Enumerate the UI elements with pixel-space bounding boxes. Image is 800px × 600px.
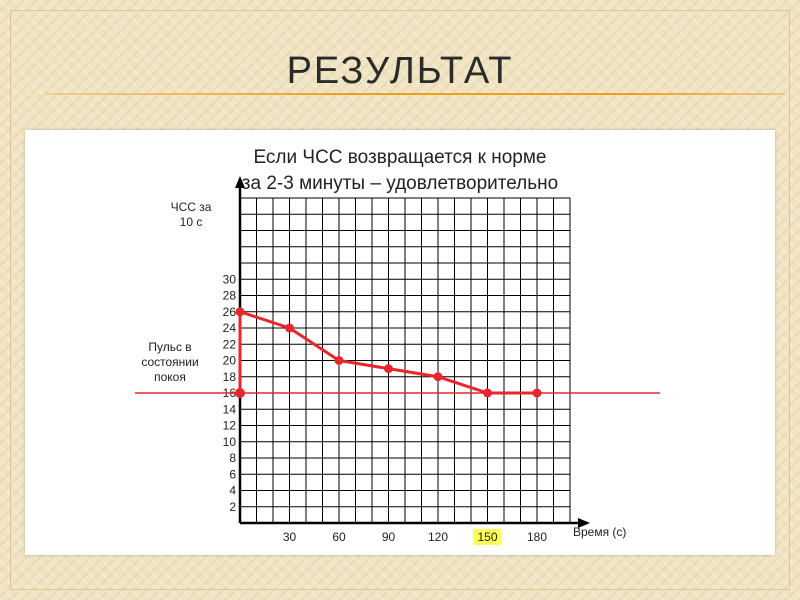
y-tick-label: 22 [223, 337, 237, 351]
data-point [285, 323, 294, 333]
data-point [334, 356, 344, 365]
y-tick-label: 26 [223, 305, 237, 319]
slide-title: РЕЗУЛЬТАТ [286, 50, 514, 92]
y-tick-label: 6 [229, 467, 236, 481]
chart-title-line-1: Если ЧСС возвращается к норме [253, 147, 547, 168]
reference-line-label: Пульс в состоянии покоя [141, 340, 199, 384]
x-tick-label: 30 [283, 530, 297, 544]
y-tick-label: 28 [223, 289, 237, 303]
y-tick-label: 4 [229, 484, 236, 498]
x-axis-arrow-icon [578, 518, 590, 528]
y-tick-label: 12 [223, 419, 237, 433]
x-tick-label: 90 [382, 530, 396, 544]
y-axis-label: ЧСС за 10 с [170, 200, 212, 229]
slide-frame [10, 10, 790, 590]
x-tick-label: 60 [332, 530, 346, 544]
y-tick-label: 14 [223, 402, 237, 416]
data-point [235, 307, 245, 317]
chart-title-line-2: за 2-3 минуты – удовлетворительно [241, 173, 559, 194]
y-tick-label: 10 [223, 435, 237, 449]
title-underline [45, 93, 785, 95]
x-axis-label: Время (с) [573, 525, 627, 539]
data-point [483, 388, 492, 398]
y-tick-label: 18 [223, 370, 237, 384]
y-axis-arrow-icon [235, 176, 245, 188]
y-tick-label: 8 [229, 451, 236, 465]
data-point [433, 372, 443, 382]
x-tick-label: 180 [527, 530, 547, 544]
y-tick-label: 30 [223, 272, 237, 286]
x-tick-label: 120 [428, 530, 448, 544]
y-tick-label: 2 [229, 500, 236, 514]
data-point [384, 364, 393, 374]
chart-panel: Если ЧСС возвращается к норме за 2-3 мин… [25, 130, 775, 555]
reference-point-on-axis [235, 388, 245, 398]
highlighted-tick-background [473, 529, 502, 545]
y-tick-label: 24 [223, 321, 237, 335]
x-tick-label: 150 [477, 530, 497, 544]
y-tick-label: 20 [223, 354, 237, 368]
data-point [532, 388, 542, 398]
